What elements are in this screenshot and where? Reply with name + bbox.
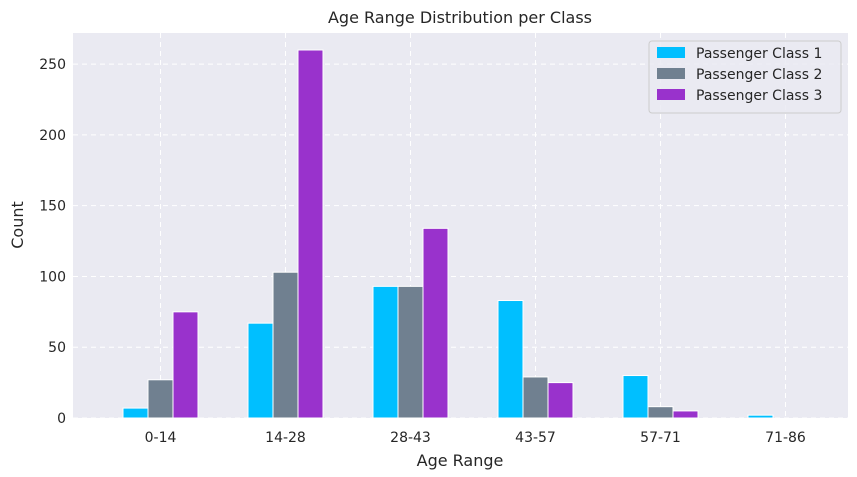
x-tick-label: 28-43 <box>390 430 431 446</box>
bar-class-2-57-71 <box>647 406 674 419</box>
y-tick-label: 150 <box>39 199 66 215</box>
bar-class-3-28-43 <box>422 227 449 419</box>
bar-class-2-28-43 <box>397 285 424 419</box>
bar-class-2-43-57 <box>522 376 549 419</box>
legend-swatch <box>657 47 685 58</box>
y-axis-ticks: 0 50 100 150 200 250 <box>39 57 66 427</box>
y-tick-label: 100 <box>39 269 66 285</box>
x-tick-label: 43-57 <box>515 430 556 446</box>
x-tick-label: 57-71 <box>640 430 681 446</box>
chart-title: Age Range Distribution per Class <box>328 8 592 27</box>
bar-class-1-14-28 <box>247 322 274 419</box>
bar-class-2-14-28 <box>272 271 299 419</box>
bar-class-3-0-14 <box>172 311 199 419</box>
legend-label: Passenger Class 1 <box>696 46 822 62</box>
x-axis-ticks: 0-14 14-28 28-43 43-57 57-71 71-86 <box>145 430 806 446</box>
x-tick-label: 14-28 <box>265 430 306 446</box>
bar-class-1-57-71 <box>622 375 649 419</box>
legend-swatch <box>657 68 685 79</box>
bar-class-2-0-14 <box>147 379 174 419</box>
bar-class-1-71-86 <box>747 414 774 419</box>
y-tick-label: 250 <box>39 57 66 73</box>
bar-class-3-14-28 <box>297 49 324 419</box>
y-axis-label: Count <box>8 201 27 249</box>
legend-label: Passenger Class 2 <box>696 67 822 83</box>
legend-box <box>648 40 842 114</box>
bar-class-1-43-57 <box>497 300 524 419</box>
y-tick-label: 0 <box>57 411 66 427</box>
legend: Passenger Class 1 Passenger Class 2 Passen… <box>648 40 842 114</box>
y-tick-label: 200 <box>39 128 66 144</box>
bars <box>122 49 774 419</box>
x-tick-label: 0-14 <box>145 430 177 446</box>
legend-label: Passenger Class 3 <box>696 88 822 104</box>
x-axis-label: Age Range <box>417 451 504 470</box>
bar-class-3-43-57 <box>547 382 574 419</box>
y-tick-label: 50 <box>48 340 66 356</box>
x-tick-label: 71-86 <box>765 430 806 446</box>
bar-class-1-0-14 <box>122 407 149 419</box>
legend-swatch <box>657 89 685 100</box>
bar-class-1-28-43 <box>372 285 399 419</box>
bar-class-3-57-71 <box>672 410 699 419</box>
